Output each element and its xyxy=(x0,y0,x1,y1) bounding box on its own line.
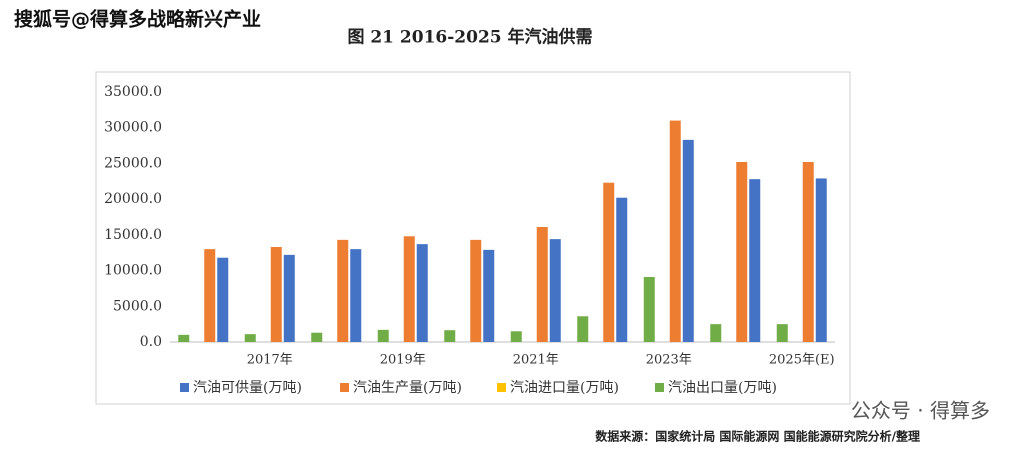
legend-swatch xyxy=(340,383,349,392)
bar xyxy=(736,162,748,342)
bar xyxy=(337,239,349,342)
bar xyxy=(244,334,256,342)
bar xyxy=(815,178,827,342)
legend-label: 汽油生产量(万吨) xyxy=(353,380,462,396)
bar xyxy=(470,239,482,342)
bar xyxy=(217,257,229,342)
source-note: 数据来源：国家统计局 国际能源网 国能能源研究院分析/整理 xyxy=(595,429,920,444)
bar xyxy=(643,277,655,342)
bar xyxy=(802,162,814,342)
bar xyxy=(710,324,722,342)
bar xyxy=(311,332,323,342)
y-tick-label: 5000.0 xyxy=(113,298,162,314)
y-tick-label: 15000.0 xyxy=(104,227,162,243)
bar xyxy=(444,330,456,342)
y-tick-label: 25000.0 xyxy=(104,155,162,171)
bar xyxy=(577,316,589,342)
legend-label: 汽油进口量(万吨) xyxy=(510,380,619,396)
bar xyxy=(603,182,615,342)
bar xyxy=(749,179,761,342)
chart-title: 图 21 2016-2025 年汽油供需 xyxy=(347,27,592,48)
bar xyxy=(283,254,295,342)
watermark: 搜狐号@得算多战略新兴产业 xyxy=(14,8,261,31)
x-tick-label: 2021年 xyxy=(513,353,559,368)
x-tick-label: 2017年 xyxy=(247,353,293,368)
x-tick-label: 2019年 xyxy=(380,353,426,368)
bar xyxy=(510,331,522,342)
legend-swatch xyxy=(497,383,506,392)
legend-label: 汽油可供量(万吨) xyxy=(193,380,302,396)
bar xyxy=(682,139,694,342)
x-tick-label: 2023年 xyxy=(646,353,692,368)
watermark: 公众号 · 得算多 xyxy=(851,399,990,423)
bar xyxy=(204,249,216,342)
bar xyxy=(536,227,548,342)
bar xyxy=(350,249,362,342)
y-tick-label: 0.0 xyxy=(140,334,162,350)
legend-swatch xyxy=(655,383,664,392)
bar xyxy=(270,247,282,342)
x-tick-label: 2025年(E) xyxy=(769,353,835,368)
legend-swatch xyxy=(180,383,189,392)
chart-frame xyxy=(95,71,851,405)
y-tick-label: 35000.0 xyxy=(104,84,162,100)
bar xyxy=(549,239,561,342)
y-tick-label: 20000.0 xyxy=(104,191,162,207)
y-tick-label: 30000.0 xyxy=(104,120,162,136)
bar xyxy=(416,244,428,342)
bar xyxy=(776,324,788,342)
y-tick-label: 10000.0 xyxy=(104,263,162,279)
bar xyxy=(377,329,389,342)
bar xyxy=(178,334,190,342)
bar xyxy=(669,120,681,342)
legend-label: 汽油出口量(万吨) xyxy=(668,380,777,396)
bar xyxy=(403,236,415,342)
bar xyxy=(616,197,628,342)
bar xyxy=(483,249,495,342)
